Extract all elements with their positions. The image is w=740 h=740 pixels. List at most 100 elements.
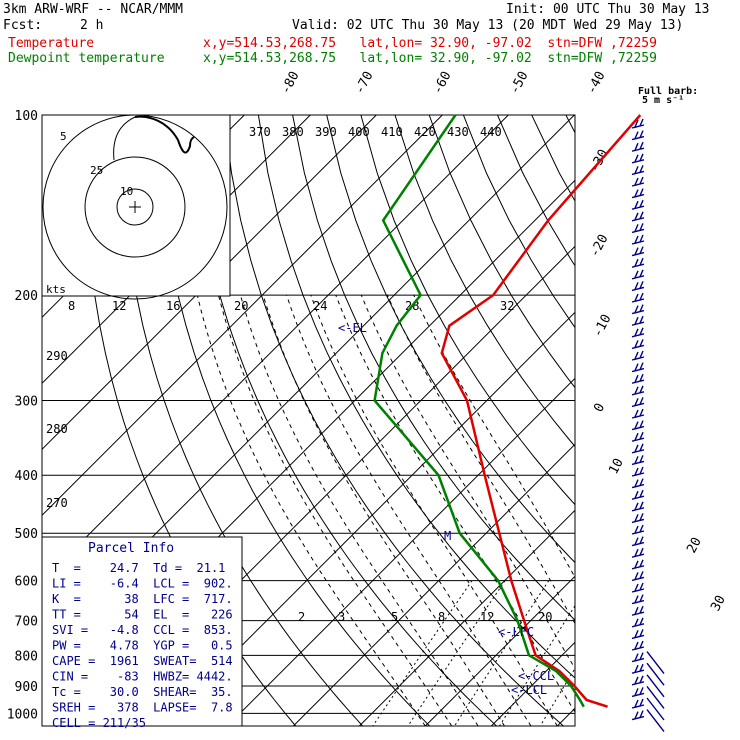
wind-barb-flag <box>639 223 644 231</box>
mixing-ratio-line <box>407 580 506 726</box>
parcel-info-row: Tc = 30.0 SHEAR= 35. <box>52 685 233 699</box>
hodograph-tick-label: 8 <box>68 299 75 313</box>
wind-barb-flag <box>634 583 639 592</box>
mixing-ratio-label: 20 <box>538 610 552 624</box>
wind-barb-flag <box>634 490 639 499</box>
wind-barb-flag <box>634 293 639 302</box>
wind-barb-staff <box>631 135 645 141</box>
wind-barb-flag <box>634 351 639 360</box>
speed-ring-label: 25 <box>90 164 103 177</box>
wind-barb-flag <box>639 663 644 672</box>
level-annotation: <-EL <box>338 321 367 335</box>
wind-barb <box>631 130 645 141</box>
temperature-line <box>440 114 642 708</box>
level-annotation: <-CCL <box>518 669 554 683</box>
isotherm-line <box>42 115 509 583</box>
wind-barb-flag <box>639 478 644 486</box>
wind-barb-flag <box>634 595 639 603</box>
wind-barb-flag <box>639 489 644 498</box>
parcel-info-frame <box>41 536 243 727</box>
wind-barb-flag <box>639 118 644 127</box>
theta-label: 410 <box>381 125 403 139</box>
pressure-tick-label: 100 <box>15 109 38 124</box>
dry-adiabat-line <box>121 115 363 726</box>
dry-adiabat-line <box>565 115 575 134</box>
barb-units: 5 m s⁻¹ <box>642 95 685 106</box>
wind-barb <box>631 234 645 245</box>
wind-barb <box>631 478 645 489</box>
wind-barb-flag <box>639 466 644 475</box>
wind-barb-staff <box>631 356 645 361</box>
wind-barb-flag <box>634 630 639 638</box>
wind-barb-flag <box>639 385 644 394</box>
wind-barb-staff <box>631 599 645 605</box>
level-annotation: M <box>444 529 451 543</box>
wind-barb-staff <box>631 692 645 698</box>
wind-barb-staff <box>631 623 645 628</box>
hodograph-trace <box>134 115 195 154</box>
wind-barb-flag <box>639 675 644 684</box>
wind-barb <box>631 327 645 338</box>
wind-barb-flag <box>634 166 639 174</box>
theta-label: 400 <box>348 125 370 139</box>
wind-barb-flag <box>634 444 639 453</box>
level-annotation: <-LCL <box>511 683 547 697</box>
wind-barb-staff <box>631 483 645 489</box>
wind-barb-flag <box>639 582 644 591</box>
wind-barb-flag <box>634 386 639 395</box>
wind-barb-flag <box>634 606 639 615</box>
isotherm-line <box>358 509 575 726</box>
wind-barb-flag <box>639 165 644 173</box>
mixing-ratio-line <box>499 604 575 726</box>
wind-barb-staff <box>631 251 645 257</box>
wind-barb-flag <box>634 467 639 476</box>
wind-barb-staff <box>646 709 665 733</box>
hodograph-axis-label: kts <box>46 283 66 296</box>
isotherm-label: -40 <box>584 69 608 97</box>
wind-barb-flag <box>639 315 644 324</box>
wind-barb-flag <box>634 699 639 708</box>
wind-barb-flag <box>639 524 644 533</box>
wind-barb-flag <box>634 235 639 244</box>
isotherm-line <box>689 115 740 726</box>
wind-barb <box>631 188 645 199</box>
wind-barb <box>631 443 645 454</box>
dry-adiabat-line <box>326 115 575 564</box>
legend-temperature-name: Temperature <box>8 36 95 51</box>
wind-barb-flag <box>639 327 644 336</box>
speed-ring-label: 5 <box>60 130 67 143</box>
wind-barb-staff <box>631 576 645 582</box>
wind-barb-flag <box>639 199 644 208</box>
wind-barb <box>631 697 665 721</box>
mixing-ratio-label: 2 <box>298 610 305 624</box>
hodograph-tick-label: 24 <box>313 299 327 313</box>
dry-adiabat-line <box>634 115 740 726</box>
wind-barb-staff <box>646 685 665 709</box>
wind-barb-flag <box>634 572 639 580</box>
wind-barb-flag <box>634 560 639 569</box>
wind-barb-flag <box>639 501 644 510</box>
wind-barb-staff <box>631 147 645 152</box>
wind-barb-staff <box>646 697 665 721</box>
wind-barb <box>631 674 665 698</box>
dry-adiabat-line <box>292 115 575 621</box>
mixing-ratio-label: 5 <box>391 610 398 624</box>
wind-barb-flag <box>639 339 644 347</box>
wind-barb-staff <box>631 193 645 199</box>
wind-barb-staff <box>646 651 665 675</box>
wind-barb <box>631 629 645 640</box>
wind-barb <box>631 408 645 419</box>
wind-barb-flag <box>639 246 644 254</box>
pressure-tick-label: 1000 <box>7 707 38 722</box>
wind-barb-flag <box>634 142 639 151</box>
wind-barb-flag <box>634 363 639 371</box>
wind-barb-flag <box>634 711 639 719</box>
hodograph-inset: 10 25 5 kts <box>41 114 231 300</box>
wind-barb-staff <box>631 298 645 303</box>
wind-barb-flag <box>639 188 644 196</box>
hodograph-tick-label: 16 <box>166 299 180 313</box>
wind-barb <box>631 385 645 396</box>
wind-barb-staff <box>631 309 645 315</box>
wind-barb-flag <box>639 571 644 579</box>
wind-barb-staff <box>631 333 645 338</box>
